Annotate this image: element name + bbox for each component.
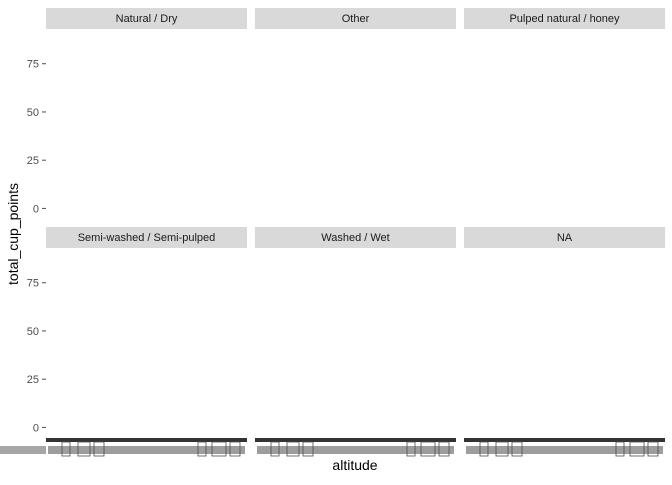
y-tick-label: 0 [33, 203, 39, 215]
strip-bg-other [255, 8, 456, 29]
x-ticks-overplot [464, 438, 665, 442]
y-tick-label: 50 [27, 326, 39, 338]
y-tick-label: 25 [27, 155, 39, 167]
y-tick-label: 25 [27, 374, 39, 386]
x-ticks-overplot [46, 438, 247, 442]
x-tick-label-glyph [629, 441, 645, 457]
strip-label-other: Other [342, 13, 370, 25]
x-tick-labels-overplot [48, 446, 245, 454]
x-tick-label-glyph [302, 441, 314, 457]
panel-bg-semi-washed-semi-pulped [46, 248, 247, 439]
x-tick-label-glyph [61, 441, 71, 457]
strip-label-washed-wet: Washed / Wet [321, 232, 389, 244]
strip-bg-natural-dry [46, 8, 247, 29]
x-tick-label-glyph [438, 441, 450, 457]
facet-panels: Natural / Dry Other Pulped natural / honey… [46, 8, 665, 439]
x-tick-labels-overplot [257, 446, 454, 454]
y-axis-title: total_cup_points [5, 183, 21, 285]
x-axis-title: altitude [332, 457, 377, 473]
x-tick-label-glyph [93, 441, 105, 457]
strip-bg-na [464, 227, 665, 248]
x-tick-labels-overplot [466, 446, 663, 454]
strip-label-pulped-natural-honey: Pulped natural / honey [509, 13, 620, 25]
y-axes: 0 25 50 75 0 25 50 75 [27, 59, 46, 434]
panel-bg-na [464, 248, 665, 439]
x-tick-label-glyph [77, 441, 91, 457]
x-tick-label-glyph [211, 441, 227, 457]
strip-label-na: NA [557, 232, 573, 244]
x-tick-label-glyph [511, 441, 523, 457]
y-tick-label: 50 [27, 107, 39, 119]
panel-bg-washed-wet [255, 248, 456, 439]
y-tick-label: 0 [33, 422, 39, 434]
strip-label-semi-washed-semi-pulped: Semi-washed / Semi-pulped [78, 232, 216, 244]
panel-bg-pulped-natural-honey [464, 29, 665, 220]
strip-bg-washed-wet [255, 227, 456, 248]
y-tick-label: 75 [27, 278, 39, 290]
x-tick-label-glyph [495, 441, 509, 457]
strip-bg-pulped-natural-honey [464, 8, 665, 29]
x-tick-label-glyph [479, 441, 489, 457]
x-tick-label-glyph [420, 441, 436, 457]
strip-bg-semi-washed-semi-pulped [46, 227, 247, 248]
x-ticks-overplot [255, 438, 456, 442]
y-tick-label: 75 [27, 59, 39, 71]
x-tick-label-glyph [406, 441, 416, 457]
strip-label-natural-dry: Natural / Dry [116, 13, 178, 25]
panel-bg-natural-dry [46, 29, 247, 220]
x-tick-label-glyph [197, 441, 207, 457]
panel-bg-other [255, 29, 456, 220]
x-tick-label-glyph [615, 441, 625, 457]
x-tick-label-glyph [229, 441, 241, 457]
x-tick-label-glyph [286, 441, 300, 457]
x-tick-label-glyph [270, 441, 280, 457]
x-tick-labels-overflow [0, 446, 46, 454]
x-axes [0, 438, 665, 457]
x-tick-label-glyph [647, 441, 659, 457]
